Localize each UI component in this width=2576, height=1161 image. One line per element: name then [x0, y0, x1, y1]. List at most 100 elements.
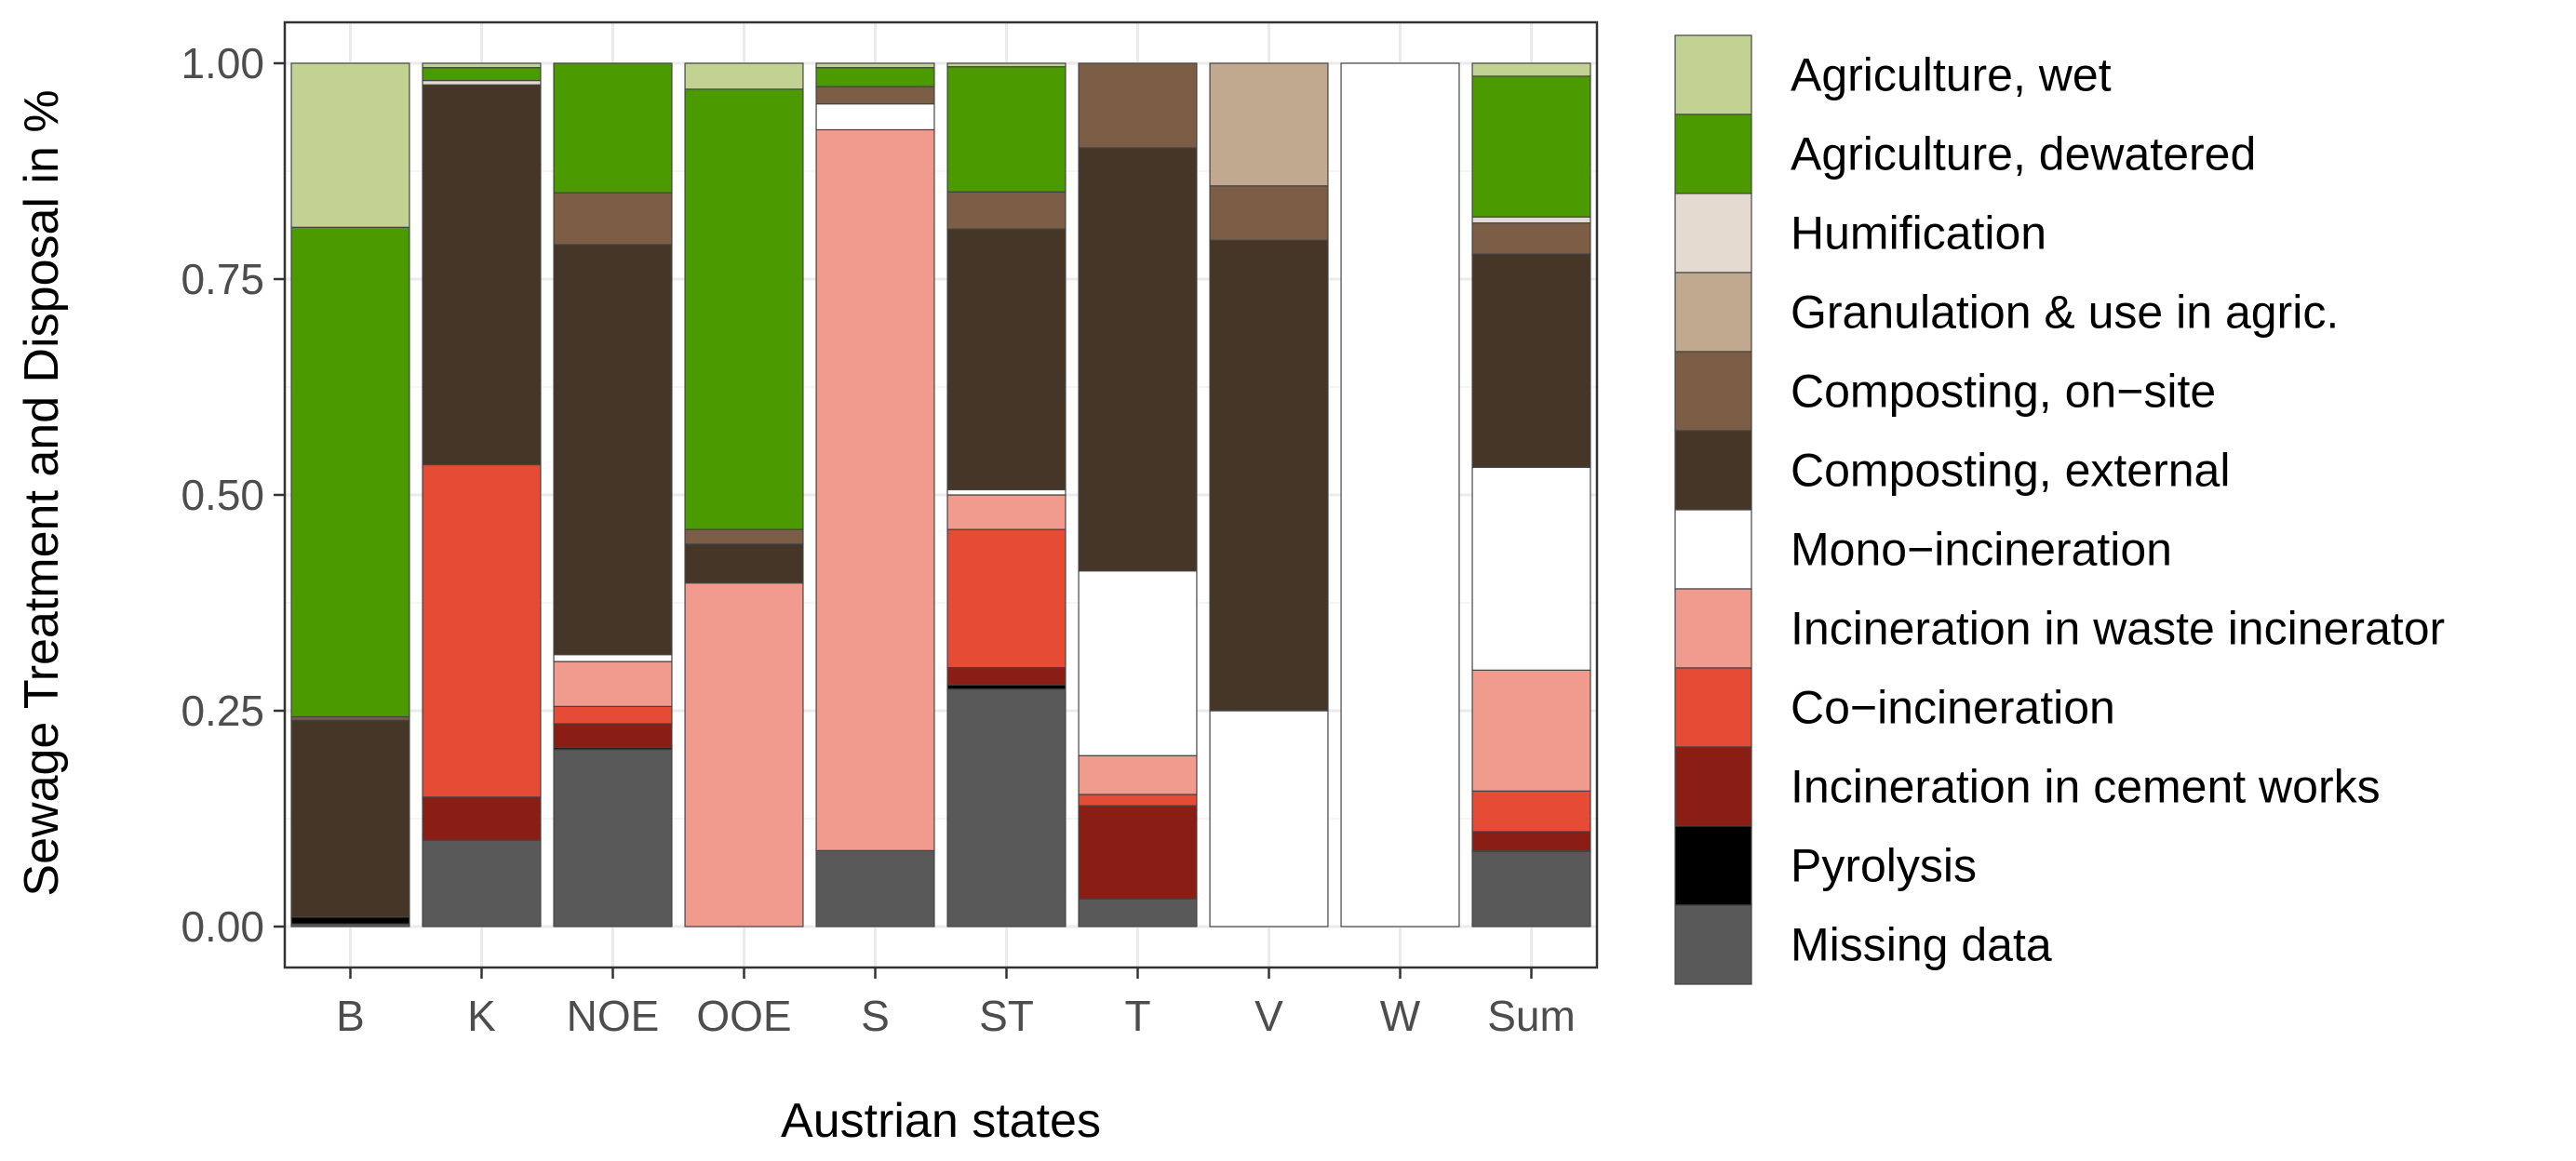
legend-label: Agriculture, wet — [1791, 49, 2112, 101]
bar-segment — [1078, 794, 1198, 807]
bar-segment — [1209, 710, 1329, 927]
x-axis: B K NOE OOE S ST T V W Sum — [336, 968, 1576, 1040]
bar-segment — [1078, 147, 1198, 572]
bar-segment — [815, 128, 935, 851]
bar-segment — [684, 88, 804, 530]
y-tick-label: 0.50 — [181, 471, 264, 519]
bar-segment — [422, 84, 542, 466]
legend-key — [1674, 825, 1752, 906]
legend-key — [1674, 34, 1752, 115]
bar-segment — [1078, 570, 1198, 756]
y-tick-label: 0.00 — [181, 902, 264, 951]
legend-key — [1674, 509, 1752, 590]
bar-segment — [1471, 466, 1591, 671]
bar-segment — [422, 463, 542, 798]
legend-label: Humification — [1791, 207, 2046, 260]
bar-segment — [684, 62, 804, 90]
bar-segment — [815, 849, 935, 927]
bar-segment — [553, 705, 673, 725]
bar-segment — [1471, 216, 1591, 224]
bar-segment — [290, 916, 410, 925]
legend-label: Pyrolysis — [1791, 840, 1977, 892]
bar-segment — [946, 66, 1067, 193]
legend-label: Granulation & use in agric. — [1791, 287, 2339, 339]
bar-segment — [1471, 831, 1591, 851]
legend-label: Composting, external — [1791, 445, 2230, 497]
x-tick-label: V — [1254, 992, 1283, 1040]
bar-segment — [422, 62, 542, 69]
bar-segment — [815, 103, 935, 131]
bar-segment — [553, 749, 673, 927]
bar-segment — [1471, 850, 1591, 927]
bar-segment — [290, 226, 410, 718]
bar-segment — [1078, 805, 1198, 900]
legend-key — [1674, 667, 1752, 748]
bar-segment — [946, 191, 1067, 230]
bar-segment — [946, 666, 1067, 686]
bar-segment — [946, 688, 1067, 927]
legend-key — [1674, 351, 1752, 432]
x-tick-label: OOE — [696, 992, 791, 1040]
bar-segment — [946, 488, 1067, 496]
x-axis-title: Austrian states — [781, 1094, 1101, 1148]
bar-segment — [1078, 62, 1198, 149]
bar-segment — [815, 67, 935, 87]
bar-segment — [553, 654, 673, 662]
x-tick-label: NOE — [567, 992, 660, 1040]
bar-segment — [815, 62, 935, 69]
x-tick-label: T — [1124, 992, 1150, 1040]
legend-key — [1674, 430, 1752, 511]
legend-key — [1674, 272, 1752, 353]
legend-key — [1674, 113, 1752, 194]
bar-segment — [946, 684, 1067, 690]
legend-label: Incineration in cement works — [1791, 761, 2381, 813]
x-tick-label: B — [336, 992, 365, 1040]
legend-label: Composting, on−site — [1791, 366, 2216, 418]
bar-segment — [1209, 62, 1329, 187]
x-tick-label: W — [1380, 992, 1421, 1040]
bar-segment — [1471, 790, 1591, 833]
y-axis-title: Sewage Treatment and Disposal in % — [15, 89, 69, 896]
x-tick-label: S — [861, 992, 890, 1040]
bar-segment — [1078, 898, 1198, 927]
bar-segment — [1209, 185, 1329, 241]
bar-segment — [290, 62, 410, 228]
bar-segment — [290, 719, 410, 918]
bar-segment — [553, 244, 673, 656]
legend-label: Mono−incineration — [1791, 524, 2172, 576]
bar-segment — [684, 528, 804, 545]
bar-segment — [684, 582, 804, 927]
legend: Agriculture, wet Agriculture, dewatered Hu… — [1674, 34, 2445, 985]
legend-label: Co−incineration — [1791, 682, 2115, 734]
legend-label: Agriculture, dewatered — [1791, 128, 2256, 180]
x-tick-label: ST — [979, 992, 1034, 1040]
bar-segment — [422, 839, 542, 927]
legend-key — [1674, 746, 1752, 827]
bar-segment — [1471, 62, 1591, 77]
bar-segment — [946, 528, 1067, 669]
bar-segment — [1340, 62, 1460, 927]
bar-segment — [1471, 253, 1591, 468]
bar-segment — [815, 86, 935, 105]
bar-segment — [946, 494, 1067, 530]
bar-segment — [684, 543, 804, 584]
x-tick-label: Sum — [1487, 992, 1576, 1040]
legend-label: Incineration in waste incinerator — [1791, 603, 2445, 655]
bar-segment — [1078, 754, 1198, 795]
bar-segment — [553, 62, 673, 194]
x-tick-label: K — [467, 992, 496, 1040]
bar-segment — [553, 723, 673, 749]
y-tick-label: 0.25 — [181, 687, 264, 735]
bar-segment — [422, 796, 542, 841]
bars — [290, 62, 1591, 927]
bar-segment — [946, 62, 1067, 68]
bar-segment — [422, 79, 542, 86]
legend-label: Missing data — [1791, 919, 2052, 971]
bar-segment — [1209, 239, 1329, 712]
bar-segment — [1471, 222, 1591, 255]
legend-key — [1674, 193, 1752, 274]
legend-key — [1674, 904, 1752, 985]
bar-segment — [1471, 75, 1591, 218]
bar-segment — [422, 67, 542, 82]
